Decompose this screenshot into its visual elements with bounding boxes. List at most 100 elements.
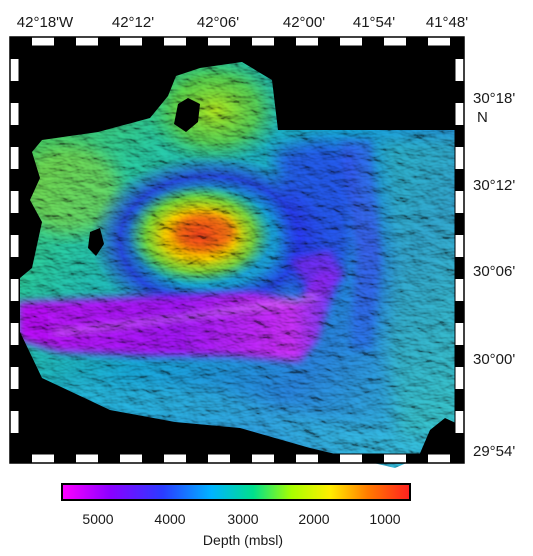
colorbar-tick-2000: 2000: [298, 511, 329, 527]
colorbar-tick-5000: 5000: [82, 511, 113, 527]
frame-segment: [362, 37, 384, 46]
frame-segment: [384, 37, 406, 46]
frame-segment: [10, 125, 19, 147]
frame-segment: [252, 37, 274, 46]
lat-label-30-18: 30°18': [473, 90, 515, 107]
frame-segment: [120, 37, 142, 46]
frame-segment: [10, 147, 19, 169]
lat-label-29-54: 29°54': [473, 443, 515, 460]
frame-segment: [142, 454, 164, 463]
frame-segment: [10, 323, 19, 345]
frame-segment: [340, 37, 362, 46]
frame-segment: [10, 213, 19, 235]
frame-segment: [455, 235, 464, 257]
frame-segment: [10, 37, 19, 59]
lon-label-42-12: 42°12': [112, 14, 154, 31]
frame-segment: [450, 454, 464, 463]
frame-segment: [76, 37, 98, 46]
frame-segment: [10, 103, 19, 125]
frame-segment: [274, 454, 296, 463]
lon-label-41-54: 41°54': [353, 14, 395, 31]
frame-segment: [10, 81, 19, 103]
colorbar-tick-1000: 1000: [369, 511, 400, 527]
frame-segment: [455, 103, 464, 125]
frame-segment: [230, 454, 252, 463]
frame-segment: [186, 454, 208, 463]
frame-segment: [54, 454, 76, 463]
frame-segment: [455, 323, 464, 345]
lat-label-30-06: 30°06': [473, 263, 515, 280]
frame-segment: [455, 169, 464, 191]
frame-segment: [340, 454, 362, 463]
frame-segment: [455, 389, 464, 411]
frame-segment: [384, 454, 406, 463]
frame-segment: [98, 37, 120, 46]
colorbar-ticks: 5000 4000 3000 2000 1000: [82, 511, 400, 527]
lat-label-north: N: [477, 109, 488, 126]
frame-segment: [450, 37, 464, 46]
frame-segment: [10, 191, 19, 213]
frame-segment: [10, 37, 32, 46]
frame-segment: [120, 454, 142, 463]
frame-segment: [455, 191, 464, 213]
frame-segment: [455, 411, 464, 433]
frame-segment: [98, 454, 120, 463]
frame-segment: [406, 37, 428, 46]
map-frame: [9, 36, 465, 464]
frame-segment: [10, 301, 19, 323]
frame-segment: [318, 454, 340, 463]
frame-inner-outline: [18, 45, 456, 455]
lon-label-41-48: 41°48': [426, 14, 468, 31]
frame-segment: [252, 454, 274, 463]
frame-segment: [10, 235, 19, 257]
frame-segment: [296, 454, 318, 463]
frame-segment: [455, 147, 464, 169]
frame-segment: [428, 37, 450, 46]
frame-segment: [10, 169, 19, 191]
frame-segment: [186, 37, 208, 46]
frame-segment: [455, 433, 464, 455]
frame-segment: [318, 37, 340, 46]
frame-segment: [428, 454, 450, 463]
frame-segment: [10, 433, 19, 455]
frame-segment: [164, 37, 186, 46]
frame-segment: [455, 59, 464, 81]
frame-segment: [10, 345, 19, 367]
frame-segment: [10, 257, 19, 279]
lat-label-30-12: 30°12': [473, 177, 515, 194]
frame-segment: [455, 279, 464, 301]
frame-segment: [10, 279, 19, 301]
frame-segment: [455, 213, 464, 235]
data-gap-north: [174, 98, 200, 132]
frame-segment: [208, 454, 230, 463]
frame-segment: [10, 454, 32, 463]
frame-segment: [142, 37, 164, 46]
frame-segment: [164, 454, 186, 463]
lon-label-42-00: 42°00': [283, 14, 325, 31]
lon-label-42-06: 42°06': [197, 14, 239, 31]
lat-label-30-00: 30°00': [473, 351, 515, 368]
data-gap-west: [88, 228, 104, 256]
longitude-labels: 42°18'W 42°12' 42°06' 42°00' 41°54' 41°4…: [17, 14, 468, 31]
frame-segment: [230, 37, 252, 46]
frame-segment: [455, 37, 464, 59]
frame-segment: [455, 345, 464, 367]
frame-segment: [54, 37, 76, 46]
frame-segment: [455, 301, 464, 323]
frame-segment: [32, 37, 54, 46]
frame-segment: [10, 411, 19, 433]
colorbar-title: Depth (mbsl): [203, 532, 283, 548]
colorbar-tick-4000: 4000: [154, 511, 185, 527]
frame-segment: [10, 59, 19, 81]
latitude-labels: 30°18' N 30°12' 30°06' 30°00' 29°54': [473, 90, 515, 460]
frame-segment: [32, 454, 54, 463]
lon-label-42-18w: 42°18'W: [17, 14, 74, 31]
frame-segment: [406, 454, 428, 463]
colorbar-tick-3000: 3000: [227, 511, 258, 527]
frame-segment: [208, 37, 230, 46]
frame-segment: [455, 81, 464, 103]
frame-segment: [455, 367, 464, 389]
frame-segment: [10, 389, 19, 411]
frame-segment: [296, 37, 318, 46]
